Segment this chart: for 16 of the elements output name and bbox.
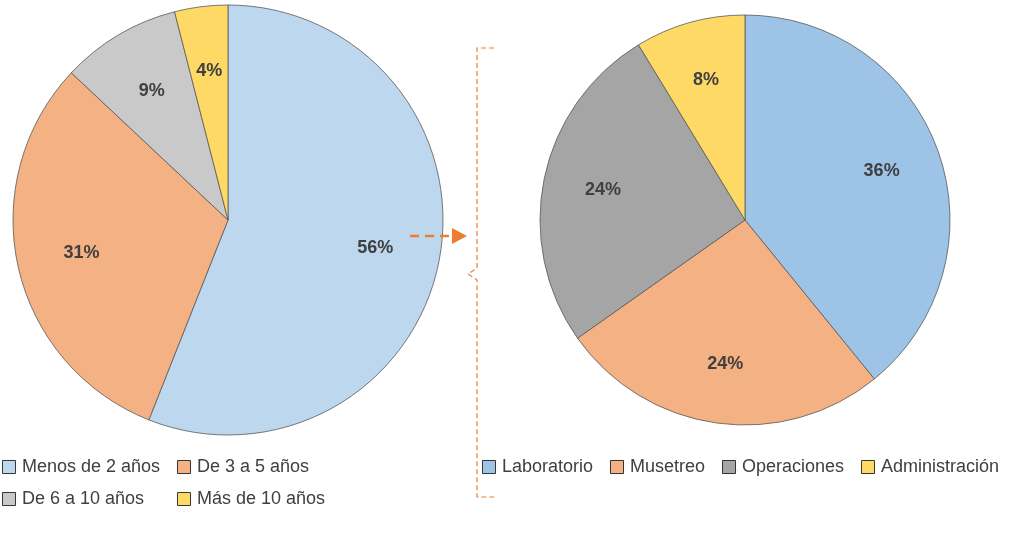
data-label: 56% [357, 237, 394, 258]
data-label: 4% [196, 60, 223, 81]
legend-label: Menos de 2 años [22, 456, 161, 476]
legend-label: Operaciones [742, 456, 845, 476]
data-label: 24% [585, 179, 622, 200]
legend-label: Administración [881, 456, 1000, 476]
legend-label: Laboratorio [502, 456, 594, 476]
data-label: 8% [692, 69, 719, 90]
data-label: 24% [707, 352, 744, 373]
legend-label: De 3 a 5 años [197, 456, 310, 476]
data-label: 9% [138, 79, 165, 100]
data-label: 36% [863, 160, 900, 181]
legend-label: Más de 10 años [197, 488, 326, 508]
legend-label: De 6 a 10 años [22, 488, 145, 508]
data-label: 31% [63, 241, 100, 262]
legend-label: Musetreo [630, 456, 706, 476]
